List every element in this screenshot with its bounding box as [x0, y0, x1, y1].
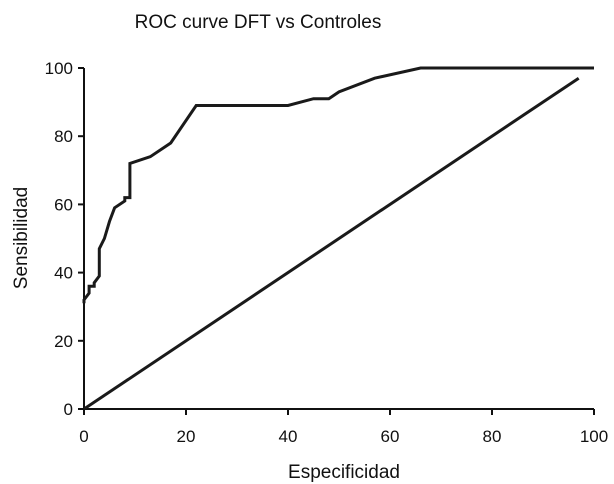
- y-tick-label: 60: [54, 195, 73, 214]
- x-tick-label: 60: [381, 427, 400, 446]
- x-tick-label: 20: [177, 427, 196, 446]
- x-tick-label: 80: [483, 427, 502, 446]
- y-tick-label: 20: [54, 332, 73, 351]
- x-axis-label: Especificidad: [288, 462, 400, 483]
- roc-curve-line: [82, 66, 594, 304]
- x-tick-label: 100: [580, 427, 608, 446]
- x-tick-label: 0: [79, 427, 88, 446]
- y-tick-label: 0: [64, 400, 73, 419]
- y-tick-label: 40: [54, 264, 73, 283]
- y-tick-label: 80: [54, 127, 73, 146]
- axes: 0 20 40 60 80 100 0 20 40 60 80 100: [45, 59, 609, 446]
- chart-title: ROC curve DFT vs Controles: [135, 12, 382, 33]
- y-axis-label: Sensibilidad: [11, 187, 32, 289]
- y-tick-label: 100: [45, 59, 73, 78]
- reference-diagonal-line: [83, 76, 580, 411]
- x-tick-label: 40: [279, 427, 298, 446]
- chart-series: [82, 66, 594, 411]
